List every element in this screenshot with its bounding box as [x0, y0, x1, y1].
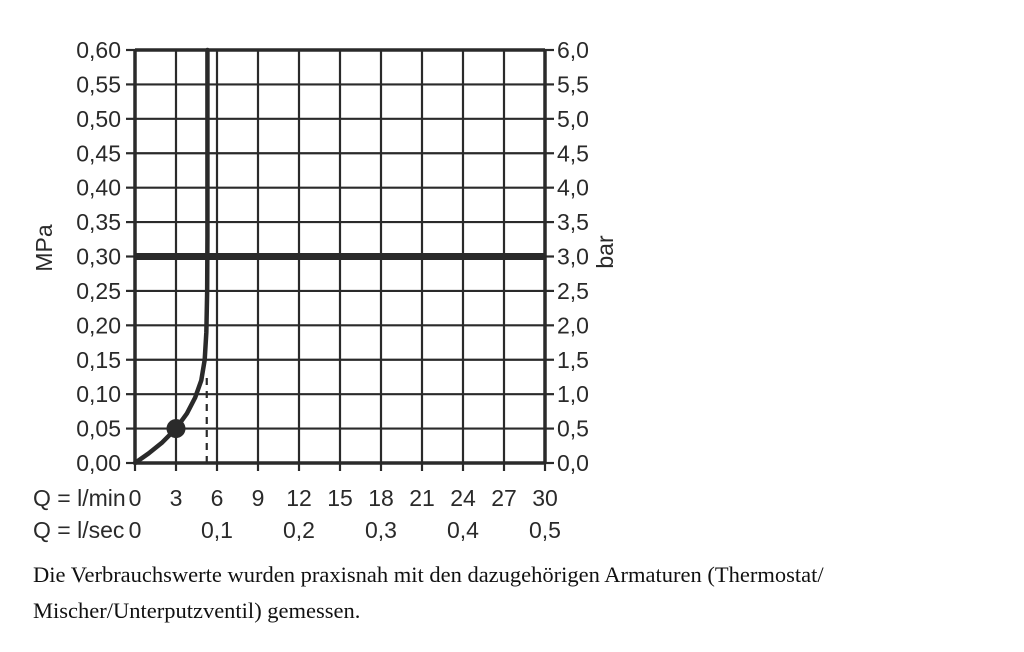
y-left-tick-label: 0,05 [76, 416, 121, 442]
y-left-tick-label: 0,25 [76, 278, 121, 304]
curve-marker-point [166, 419, 186, 439]
x-tick-label-lmin: 0 [129, 485, 142, 511]
y-left-tick-label: 0,45 [76, 140, 121, 166]
x-tick-label-lsec: 0 [129, 517, 142, 543]
x-tick-label-lmin: 18 [368, 485, 394, 511]
x-axis-unit-lmin: Q = l/min [33, 485, 126, 511]
x-tick-label-lmin: 15 [327, 485, 353, 511]
x-tick-label-lsec: 0,1 [201, 517, 233, 543]
caption-line2: Mischer/Unterputzventil) gemessen. [33, 598, 361, 623]
x-tick-label-lmin: 3 [170, 485, 183, 511]
y-left-tick-label: 0,35 [76, 209, 121, 235]
x-tick-label-lsec: 0,4 [447, 517, 479, 543]
y-right-tick-label: 4,5 [557, 140, 589, 166]
x-tick-label-lmin: 9 [252, 485, 265, 511]
y-left-tick-label: 0,00 [76, 450, 121, 476]
x-tick-label-lsec: 0,3 [365, 517, 397, 543]
y-right-tick-label: 0,5 [557, 416, 589, 442]
y-right-tick-label: 5,5 [557, 71, 589, 97]
y-right-tick-label: 3,0 [557, 244, 589, 270]
x-tick-label-lmin: 30 [532, 485, 558, 511]
y-right-tick-label: 5,0 [557, 106, 589, 132]
y-left-tick-label: 0,30 [76, 244, 121, 270]
y-left-tick-label: 0,40 [76, 175, 121, 201]
y-right-tick-label: 3,5 [557, 209, 589, 235]
y-left-tick-label: 0,20 [76, 312, 121, 338]
x-tick-label-lsec: 0,5 [529, 517, 561, 543]
y-left-tick-label: 0,10 [76, 381, 121, 407]
x-tick-label-lsec: 0,2 [283, 517, 315, 543]
y-right-axis-unit: bar [592, 235, 618, 269]
x-tick-label-lmin: 21 [409, 485, 435, 511]
y-right-tick-label: 1,0 [557, 381, 589, 407]
y-right-tick-label: 6,0 [557, 37, 589, 63]
x-tick-label-lmin: 12 [286, 485, 312, 511]
caption-line1: Die Verbrauchswerte wurden praxisnah mit… [33, 562, 824, 587]
x-tick-label-lmin: 27 [491, 485, 517, 511]
y-right-tick-label: 1,5 [557, 347, 589, 373]
y-left-tick-label: 0,60 [76, 37, 121, 63]
y-right-tick-label: 4,0 [557, 175, 589, 201]
x-tick-label-lmin: 24 [450, 485, 476, 511]
y-right-tick-label: 2,5 [557, 278, 589, 304]
y-left-tick-label: 0,50 [76, 106, 121, 132]
flow-curve [132, 47, 210, 466]
x-tick-label-lmin: 6 [211, 485, 224, 511]
y-left-tick-label: 0,55 [76, 71, 121, 97]
y-right-tick-label: 0,0 [557, 450, 589, 476]
y-left-axis-unit: MPa [31, 224, 57, 272]
x-axis-unit-lsec: Q = l/sec [33, 517, 124, 543]
y-right-tick-label: 2,0 [557, 312, 589, 338]
y-left-tick-label: 0,15 [76, 347, 121, 373]
caption: Die Verbrauchswerte wurden praxisnah mit… [33, 557, 993, 629]
